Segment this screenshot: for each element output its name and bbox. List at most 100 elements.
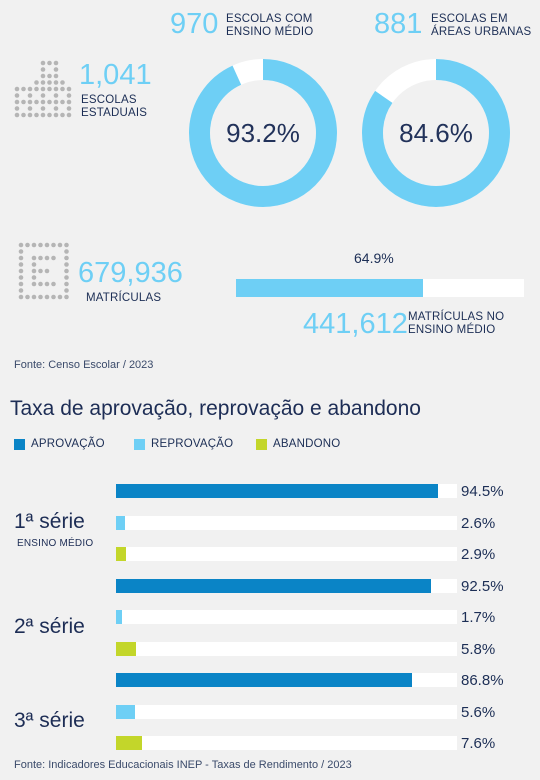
ensino-medio-value: 970 [170, 8, 219, 40]
building-icon-dot [21, 99, 26, 105]
building-icon-dot [14, 106, 20, 111]
document-icon-dot [31, 275, 37, 280]
building-icon-dot [47, 86, 52, 92]
document-icon-dot [18, 288, 24, 293]
building-icon-dot [40, 106, 46, 111]
bar-track-serie-1-abandono [116, 547, 457, 561]
building-icon-dot [40, 86, 46, 92]
document-icon-dot [38, 242, 43, 248]
building-icon-dot [40, 80, 46, 85]
building-icon-dot [27, 93, 33, 98]
building-icon-dot [40, 73, 46, 79]
legend-reprovacao: REPROVAÇÃO [134, 438, 256, 450]
document-icon-dot [51, 242, 56, 248]
bar-track-serie-1-aprovacao [116, 484, 457, 498]
legend-aprovacao: APROVAÇÃO [14, 438, 134, 450]
document-icon-dot [31, 281, 37, 287]
building-icon-dot [47, 112, 52, 118]
bar-serie-1-abandono [116, 547, 126, 561]
building-icon-dot [66, 86, 72, 92]
building-icon-dot [21, 86, 26, 92]
value-label-serie-1-abandono: 2.9% [461, 546, 496, 563]
building-icon-dot [34, 80, 39, 85]
building-icon-dot [53, 106, 59, 111]
legend-label-aprovacao: APROVAÇÃO [31, 438, 105, 450]
building-icon-dot [40, 93, 46, 98]
document-icon-dot [25, 294, 30, 300]
matriculas-progress-fill [236, 279, 423, 297]
legend-swatch-aprovacao [14, 438, 25, 450]
building-icon-dot [60, 80, 65, 85]
bar-serie-2-aprovacao [116, 578, 432, 593]
building-icon-dot [40, 60, 46, 66]
building-icon-dot [47, 60, 52, 66]
value-label-serie-2-aprovacao: 92.5% [461, 577, 504, 595]
bar-serie-1-aprovacao [116, 484, 439, 498]
bar-serie-2-abandono [116, 641, 136, 656]
document-icon-dot [18, 242, 24, 248]
chart-title: Taxa de aprovação, reprovação e abandono [10, 397, 421, 420]
matriculas-ensino-medio-label: MATRÍCULAS NO ENSINO MÉDIO [408, 311, 504, 337]
building-icon-dot [27, 86, 33, 92]
building-icon-dot [27, 112, 33, 118]
value-label-serie-2-reprovacao: 1.7% [461, 609, 496, 626]
building-icon-dot [27, 99, 33, 105]
bar-serie-3-aprovacao [116, 673, 412, 687]
bar-serie-3-reprovacao [116, 704, 136, 719]
value-label-serie-3-aprovacao: 86.8% [461, 672, 504, 689]
matriculas-ensino-medio-value: 441,612 [303, 308, 408, 340]
bar-track-serie-2-abandono [116, 641, 457, 656]
document-icon-dot [64, 281, 69, 287]
building-icon-dot [14, 112, 20, 118]
building-icon-dot [47, 73, 52, 79]
value-label-serie-2-abandono: 5.8% [461, 640, 496, 658]
building-icon [14, 60, 72, 118]
building-icon-dot [53, 80, 59, 85]
legend-abandono: ABANDONO [256, 438, 340, 450]
value-label-serie-3-reprovacao: 5.6% [461, 703, 496, 721]
document-icon-dot [44, 255, 50, 261]
document-icon-dot [38, 255, 43, 261]
building-icon-dot [66, 112, 72, 118]
document-icon-dot [44, 242, 50, 248]
document-icon-dot [38, 281, 43, 287]
bar-track-serie-3-abandono [116, 736, 457, 750]
bar-serie-2-reprovacao [116, 610, 122, 624]
document-icon-dot [64, 255, 69, 261]
document-icon-dot [31, 242, 37, 248]
matriculas-value: 679,936 [78, 257, 183, 289]
escolas-estaduais-label: ESCOLAS ESTADUAIS [81, 94, 147, 120]
group-label-serie-3: 3ª série [14, 709, 85, 732]
donut-areas-urbanas-arc [362, 59, 510, 207]
legend-label-abandono: ABANDONO [273, 438, 341, 450]
chart-legend: APROVAÇÃO REPROVAÇÃO ABANDONO [14, 438, 340, 450]
areas-urbanas-value: 881 [374, 8, 423, 40]
bar-track-serie-3-reprovacao [116, 704, 457, 719]
value-label-serie-1-aprovacao: 94.5% [461, 483, 504, 500]
matriculas-ensino-medio-label-line1: MATRÍCULAS NO [408, 311, 505, 323]
bar-serie-1-reprovacao [116, 515, 125, 530]
legend-swatch-reprovacao [134, 438, 145, 450]
donut-areas-urbanas-percent: 84.6% [399, 118, 473, 148]
building-icon-dot [53, 112, 59, 118]
areas-urbanas-label-line1: ESCOLAS EM [431, 13, 508, 25]
group-sublabel-serie-1: ENSINO MÉDIO [17, 538, 94, 549]
building-icon-dot [34, 86, 39, 92]
donut-ensino-medio-arc [189, 59, 337, 207]
document-icon-dot [38, 268, 43, 274]
building-icon-dot [47, 80, 52, 85]
document-icon-dot [51, 255, 56, 261]
document-icon [18, 242, 69, 300]
building-icon-dot [53, 86, 59, 92]
building-icon-dot [53, 99, 59, 105]
building-icon-dot [66, 99, 72, 105]
building-icon-dot [34, 112, 39, 118]
building-icon-dot [14, 93, 20, 98]
ensino-medio-label: ESCOLAS COM ENSINO MÉDIO [226, 13, 313, 39]
document-icon-dot [64, 288, 69, 293]
building-icon-dot [21, 112, 26, 118]
document-icon-dot [64, 249, 69, 254]
building-icon-dot [60, 112, 65, 118]
escolas-estaduais-value: 1,041 [79, 59, 152, 91]
document-icon-dot [38, 294, 43, 300]
